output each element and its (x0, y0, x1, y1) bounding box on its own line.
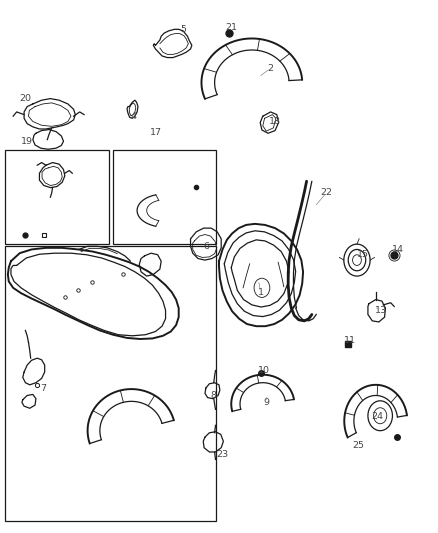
Text: 2: 2 (268, 64, 274, 72)
Text: 19: 19 (21, 137, 33, 146)
Text: 1: 1 (258, 288, 264, 296)
Text: 20: 20 (19, 94, 32, 103)
Text: 13: 13 (375, 306, 387, 314)
Text: 4: 4 (131, 112, 137, 120)
Text: 9: 9 (263, 398, 269, 407)
Text: 25: 25 (352, 441, 364, 449)
Text: 22: 22 (320, 189, 332, 197)
Text: 18: 18 (269, 117, 281, 126)
Bar (5, 150, 109, 244)
Text: 23: 23 (216, 450, 229, 458)
Text: 8: 8 (211, 391, 217, 400)
Text: 5: 5 (180, 25, 186, 34)
Text: 21: 21 (225, 23, 237, 32)
Text: 14: 14 (392, 245, 404, 254)
Text: 17: 17 (149, 128, 162, 136)
Text: 11: 11 (344, 336, 357, 344)
Text: 15: 15 (357, 251, 369, 259)
Text: 10: 10 (258, 366, 270, 375)
Text: 6: 6 (204, 242, 210, 251)
Text: 24: 24 (371, 413, 384, 421)
Text: 7: 7 (40, 384, 46, 392)
Bar (5, 246, 216, 521)
Bar (113, 150, 216, 244)
